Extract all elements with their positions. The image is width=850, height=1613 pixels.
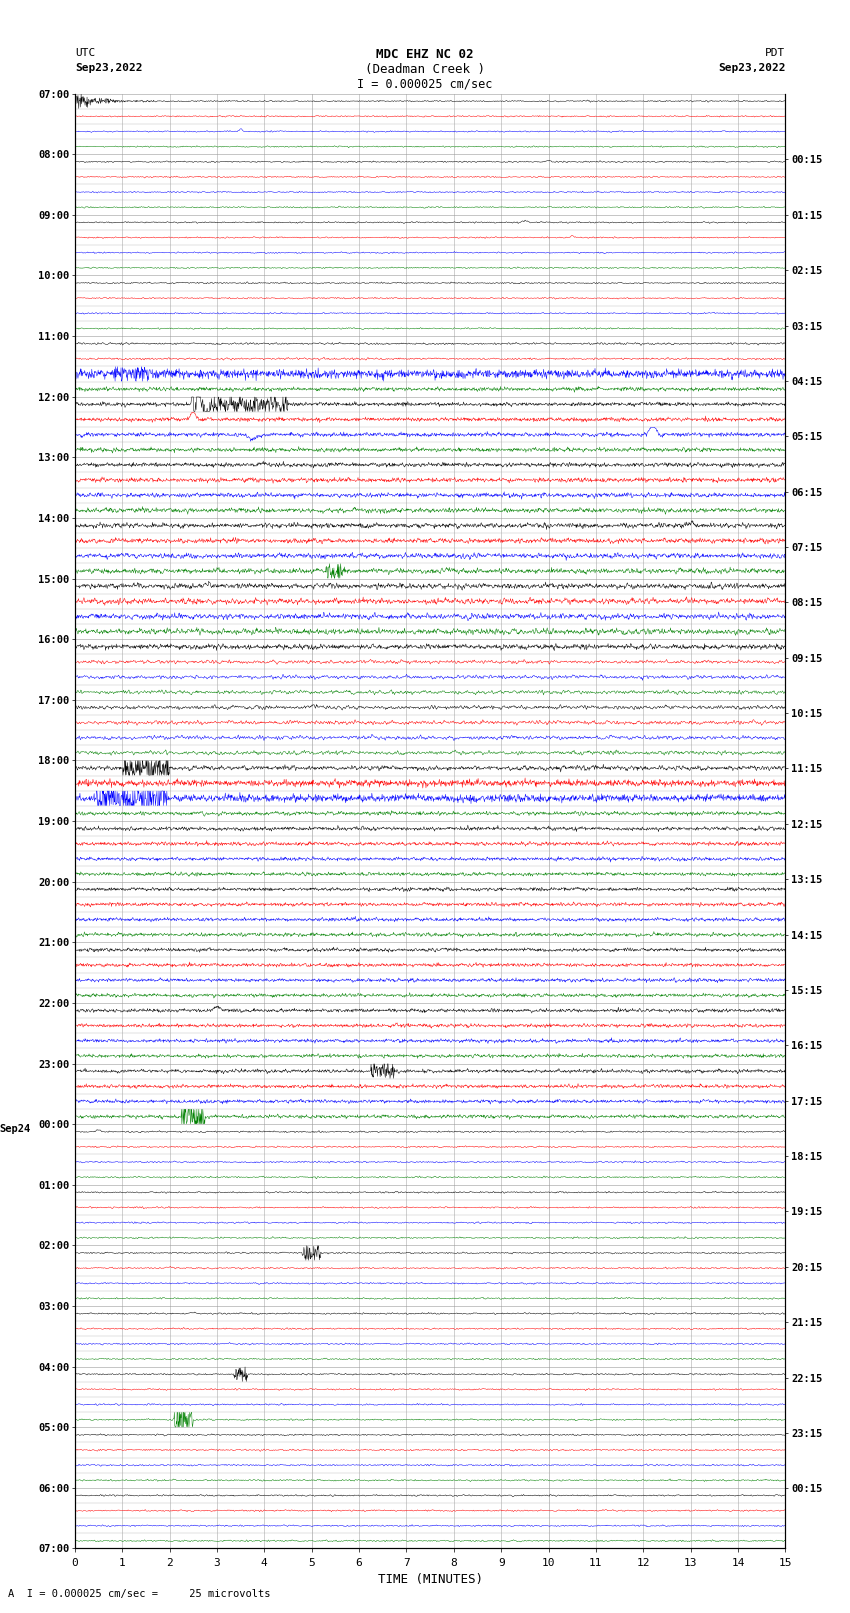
Text: Sep24: Sep24 bbox=[0, 1124, 31, 1134]
Text: PDT: PDT bbox=[765, 48, 785, 58]
X-axis label: TIME (MINUTES): TIME (MINUTES) bbox=[377, 1573, 483, 1586]
Text: Sep23,2022: Sep23,2022 bbox=[75, 63, 142, 73]
Text: UTC: UTC bbox=[75, 48, 95, 58]
Text: I = 0.000025 cm/sec: I = 0.000025 cm/sec bbox=[357, 77, 493, 90]
Text: MDC EHZ NC 02: MDC EHZ NC 02 bbox=[377, 48, 473, 61]
Text: (Deadman Creek ): (Deadman Creek ) bbox=[365, 63, 485, 76]
Text: A  I = 0.000025 cm/sec =     25 microvolts: A I = 0.000025 cm/sec = 25 microvolts bbox=[8, 1589, 271, 1598]
Text: Sep23,2022: Sep23,2022 bbox=[718, 63, 785, 73]
